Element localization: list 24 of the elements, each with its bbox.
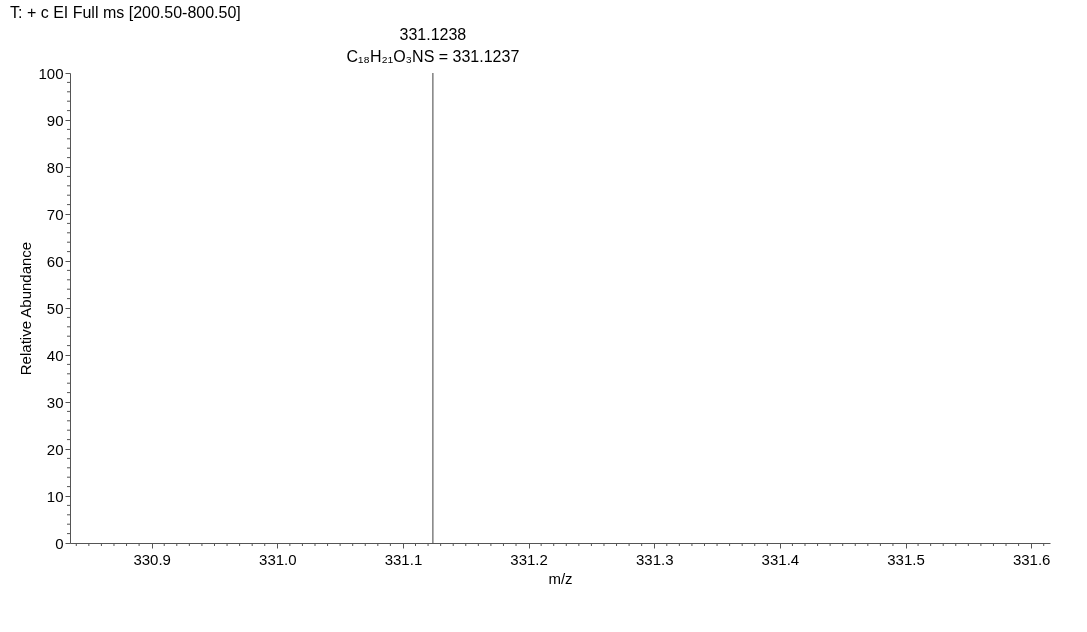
y-tick-label: 90 bbox=[46, 111, 64, 129]
x-tick-label: 330.9 bbox=[133, 550, 171, 568]
text: C₁₈H₂₁O₃NS = 331.1237 bbox=[346, 48, 520, 65]
y-tick-label: 40 bbox=[46, 346, 64, 364]
x-tick-label: 331.2 bbox=[510, 550, 548, 568]
y-tick-label: 100 bbox=[38, 64, 64, 82]
text: T: + c EI Full ms [200.50-800.50] bbox=[10, 4, 241, 21]
x-tick-label: 331.1 bbox=[384, 550, 423, 568]
x-tick-label: 331.6 bbox=[1012, 550, 1051, 568]
x-tick-label: 331.4 bbox=[761, 550, 800, 568]
y-tick-label: 50 bbox=[46, 299, 64, 317]
y-tick-label: 10 bbox=[46, 487, 64, 505]
y-tick-label: 70 bbox=[46, 205, 64, 223]
x-tick-label: 331.3 bbox=[635, 550, 674, 568]
y-axis-title: Relative Abundance bbox=[17, 241, 35, 376]
y-tick-label: 20 bbox=[46, 440, 64, 458]
y-tick-label: 0 bbox=[55, 534, 64, 552]
x-tick-label: 331.0 bbox=[259, 550, 297, 568]
text: 331.1238 bbox=[399, 26, 467, 43]
y-tick-label: 30 bbox=[46, 393, 64, 411]
y-tick-label: 80 bbox=[46, 158, 64, 176]
x-axis-title: m/z bbox=[548, 569, 573, 587]
x-tick-label: 331.5 bbox=[887, 550, 925, 568]
y-tick-label: 60 bbox=[46, 252, 64, 270]
